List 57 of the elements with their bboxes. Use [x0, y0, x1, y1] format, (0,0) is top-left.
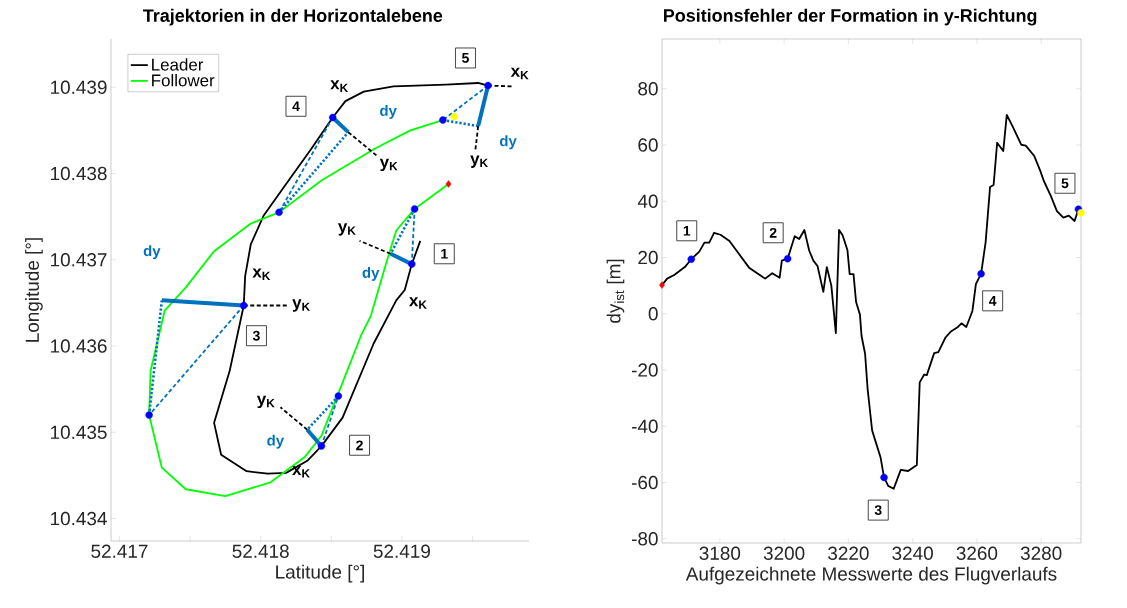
annotation: x$_{K}$: [409, 297, 427, 309]
annotation: 2: [356, 440, 363, 451]
y-tick-label: 60: [638, 138, 658, 152]
y-tick-label: -80: [631, 532, 658, 546]
annotation: 3: [252, 330, 260, 341]
x-tick-label: 52.419: [373, 544, 430, 558]
annotation: 5: [462, 53, 469, 63]
annotation: dy: [143, 245, 161, 260]
annotation: y$_{K}$: [256, 395, 275, 409]
y-tick-label: 0: [648, 307, 658, 321]
y-tick-label: 10.435: [51, 425, 107, 440]
x-axis-title: Aufgezeichnete Messwerte des Flugverlaufs: [685, 566, 1057, 585]
annotation: y$_{K}$: [379, 158, 398, 172]
annotation: dy: [499, 135, 517, 150]
x-tick-label: 3180: [699, 546, 741, 560]
x-tick-label: 3260: [956, 546, 998, 560]
annotation: y$_{K}$: [292, 299, 311, 312]
x-tick-label: 3200: [763, 546, 805, 560]
legend-label: Leader: [152, 58, 204, 71]
annotation: 2: [769, 227, 777, 238]
annotation: x$_{K}$: [330, 80, 349, 92]
y-tick-label: 10.439: [51, 80, 107, 94]
annotation: y$_{K}$: [470, 155, 488, 168]
annotation: 5: [1061, 178, 1069, 189]
annotation: 1: [683, 226, 691, 236]
annotation: 1: [441, 248, 448, 259]
y-tick-label: 10.437: [51, 253, 107, 267]
y-tick-label: 10.438: [51, 166, 107, 181]
annotation: x$_{K}$: [510, 67, 529, 80]
x-axis-title: Latitude [°]: [276, 564, 364, 583]
y-tick-label: -40: [631, 419, 658, 433]
x-tick-label: 3220: [828, 546, 869, 560]
annotation: 3: [874, 505, 882, 516]
x-tick-label: 52.417: [91, 544, 148, 558]
x-tick-label: 3280: [1020, 546, 1062, 560]
y-tick-label: 20: [638, 250, 658, 265]
annotation: x$_{K}$: [252, 268, 271, 280]
y-tick-label: 40: [637, 194, 658, 208]
y-tick-label: 10.434: [51, 511, 107, 526]
annotation: y$_{K}$: [337, 223, 356, 236]
y-tick-label: -60: [631, 475, 658, 490]
y-axis-title: dy$_{ist}$ [m]: [606, 259, 625, 323]
annotation: 4: [292, 101, 300, 112]
x-tick-label: 3240: [892, 546, 933, 560]
annotation: dy: [380, 105, 397, 119]
x-tick-label: 52.418: [232, 544, 289, 558]
y-tick-label: -20: [631, 363, 658, 377]
annotation: x$_{K}$: [292, 465, 310, 478]
annotation: dy: [267, 434, 285, 449]
annotation: dy: [362, 266, 380, 281]
y-tick-label: 80: [638, 82, 658, 96]
legend-label: Follower: [152, 74, 215, 87]
y-tick-label: 10.436: [51, 339, 107, 353]
chart-title: Positionsfehler der Formation in y-Richtung: [664, 8, 1037, 26]
chart-title: Trajektorien in der Horizontalebene: [143, 8, 443, 26]
annotation: 4: [988, 296, 997, 306]
y-axis-title: Longitude [°]: [25, 238, 43, 342]
